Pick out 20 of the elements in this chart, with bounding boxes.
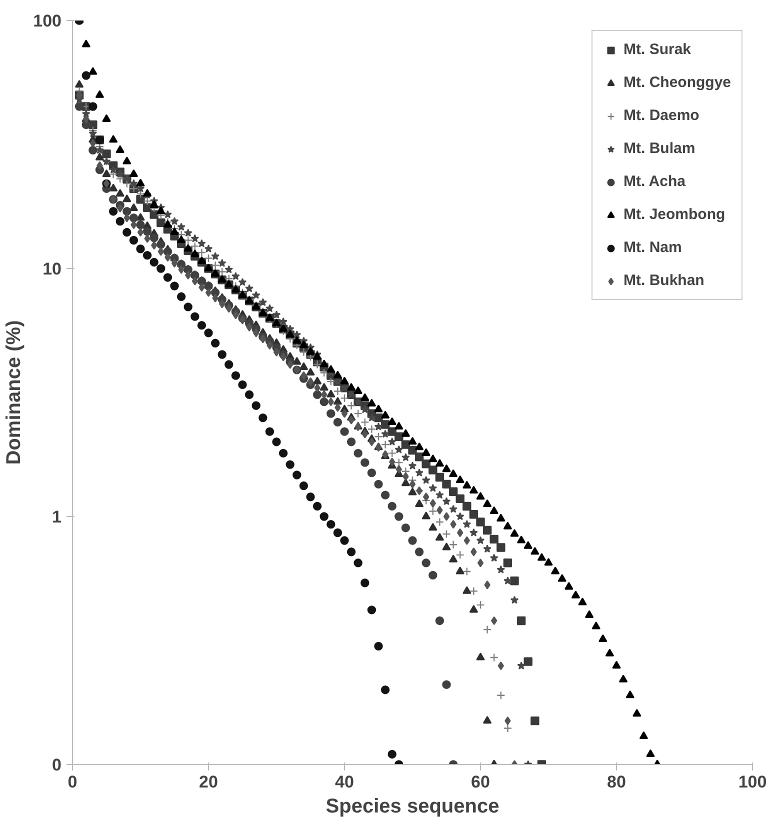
x-tick-label: 0 bbox=[68, 772, 78, 792]
legend-label: Mt. Nam bbox=[624, 239, 682, 256]
x-tick-label: 40 bbox=[335, 772, 354, 792]
legend-label: Mt. Bukhan bbox=[624, 272, 704, 289]
legend-label: Mt. Daemo bbox=[624, 107, 700, 124]
y-tick-label: 0 bbox=[52, 756, 62, 774]
x-tick-label: 20 bbox=[199, 772, 218, 792]
x-tick-label: 60 bbox=[471, 772, 490, 792]
y-tick-label: 10 bbox=[42, 260, 62, 278]
legend-label: Mt. Bulam bbox=[624, 140, 696, 157]
y-axis-title: Dominance (%) bbox=[3, 320, 26, 465]
x-axis-title: Species sequence bbox=[326, 796, 500, 818]
legend-label: Mt. Cheonggye bbox=[624, 74, 731, 91]
legend-label: Mt. Acha bbox=[624, 173, 686, 190]
legend-label: Mt. Surak bbox=[624, 41, 692, 58]
x-tick-label: 80 bbox=[607, 772, 626, 792]
legend-label: Mt. Jeombong bbox=[624, 206, 726, 223]
y-tick-label: 100 bbox=[33, 12, 62, 30]
y-tick-label: 1 bbox=[52, 508, 62, 526]
x-tick-label: 100 bbox=[738, 772, 767, 792]
